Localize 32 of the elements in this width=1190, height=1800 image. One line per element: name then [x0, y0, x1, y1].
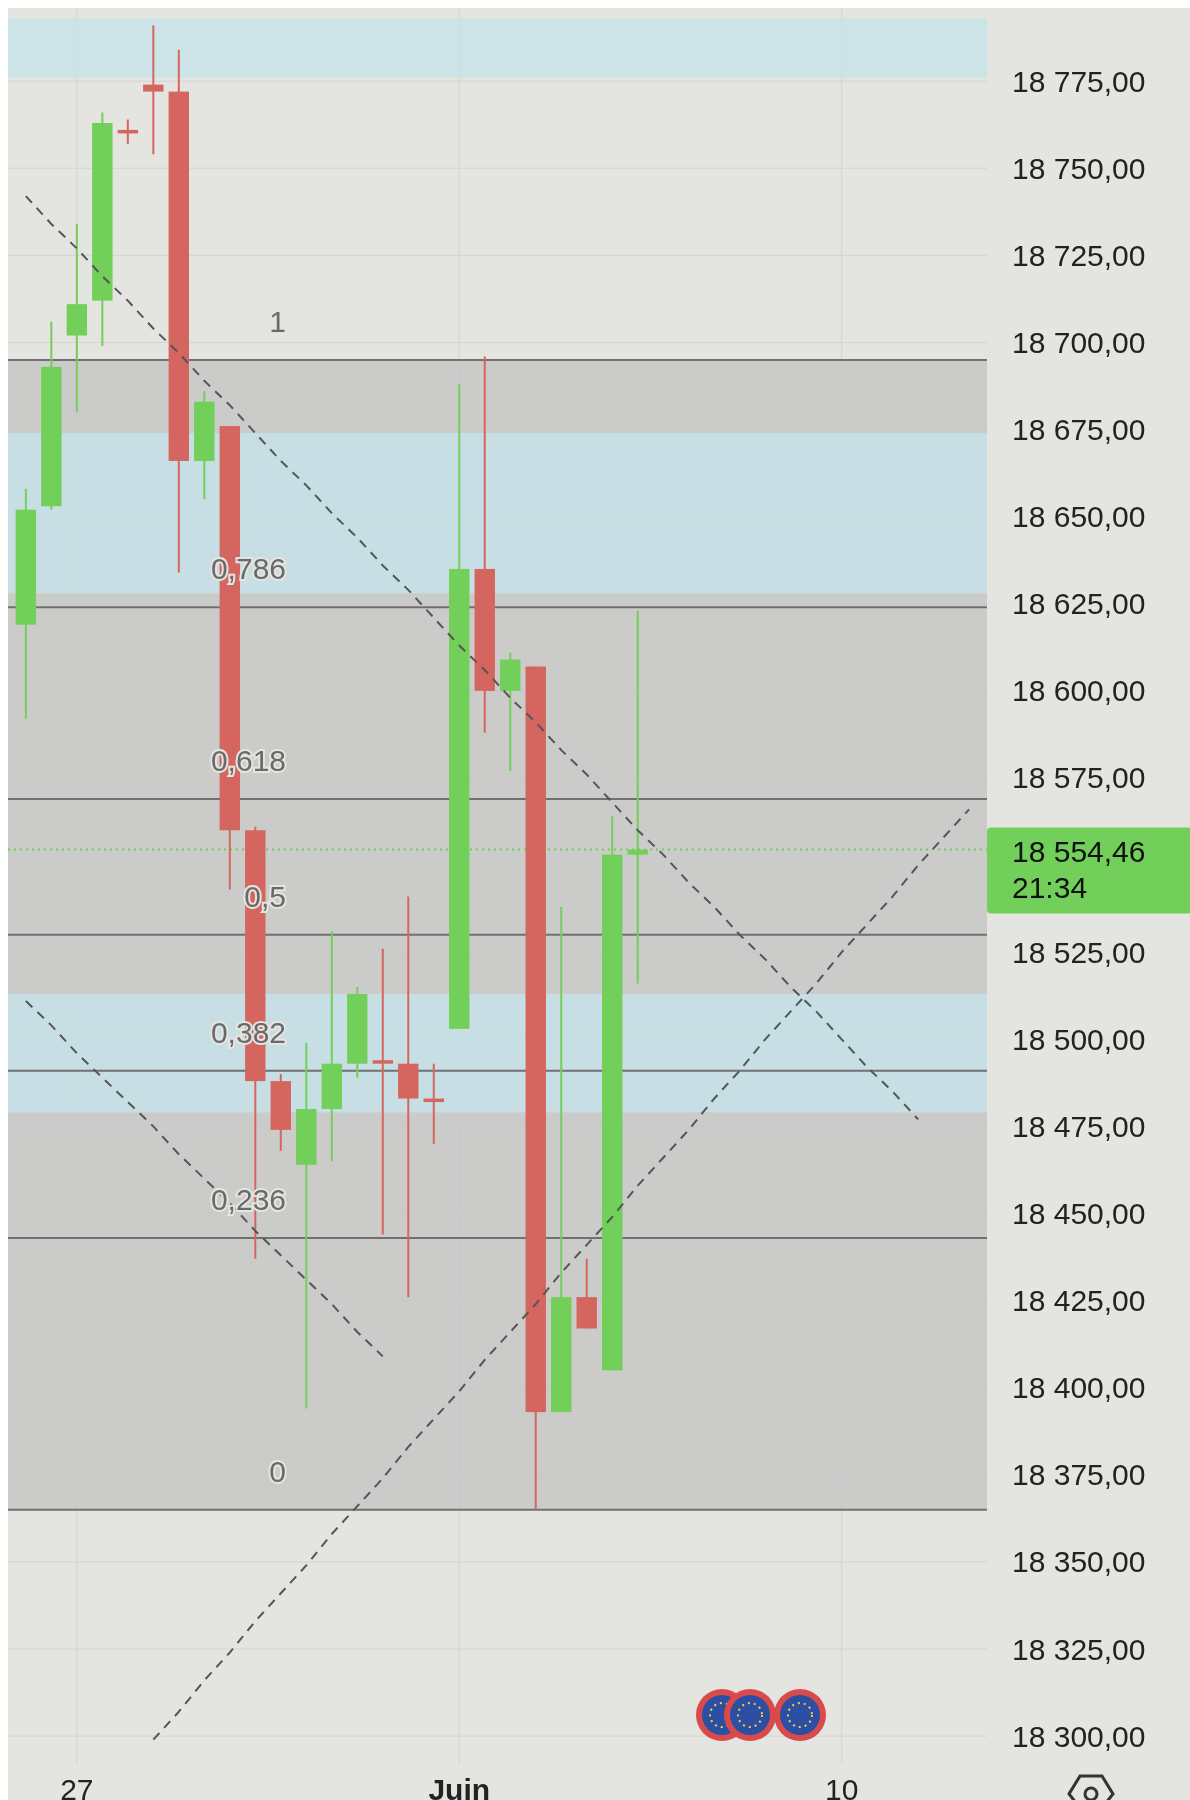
y-tick-label: 18 300,00	[1012, 1719, 1146, 1753]
line-series	[24, 195, 920, 1121]
y-tick-label: 18 525,00	[1012, 935, 1146, 969]
candlestick	[372, 947, 393, 1236]
y-tick-label: 18 625,00	[1012, 587, 1146, 621]
annotation: 1	[269, 304, 286, 338]
x-tick-label: 10	[824, 1773, 859, 1800]
y-tick-label: 18 500,00	[1012, 1022, 1146, 1056]
candlestick	[398, 895, 419, 1299]
y-tick-label: 18 700,00	[1012, 325, 1146, 359]
ref-line-label: 18 554,46	[1012, 834, 1146, 868]
y-tick-label: 18 725,00	[1012, 238, 1146, 272]
candlestick	[143, 24, 164, 156]
x-tick-label: 27	[60, 1773, 94, 1800]
y-tick-label: 18 575,00	[1012, 761, 1146, 795]
y-tick-label: 18 425,00	[1012, 1284, 1146, 1318]
y-tick-label: 18 775,00	[1012, 64, 1146, 98]
line-series	[152, 808, 971, 1741]
annotation: 0	[269, 1454, 286, 1488]
y-tick-label: 18 375,00	[1012, 1458, 1146, 1492]
y-tick-label: 18 475,00	[1012, 1109, 1146, 1143]
y-tick-label: 18 450,00	[1012, 1197, 1146, 1231]
y-tick-label: 18 675,00	[1012, 413, 1146, 447]
y-tick-label: 18 350,00	[1012, 1545, 1146, 1579]
y-tick-label: 18 650,00	[1012, 500, 1146, 534]
y-tick-label: 18 400,00	[1012, 1371, 1146, 1405]
y-tick-label: 18 600,00	[1012, 674, 1146, 708]
x-tick-label: Juin	[428, 1773, 491, 1800]
y-tick-label: 18 325,00	[1012, 1632, 1146, 1666]
line-series	[24, 999, 384, 1358]
text: 21:34	[1012, 870, 1088, 904]
y-tick-label: 18 750,00	[1012, 151, 1146, 185]
